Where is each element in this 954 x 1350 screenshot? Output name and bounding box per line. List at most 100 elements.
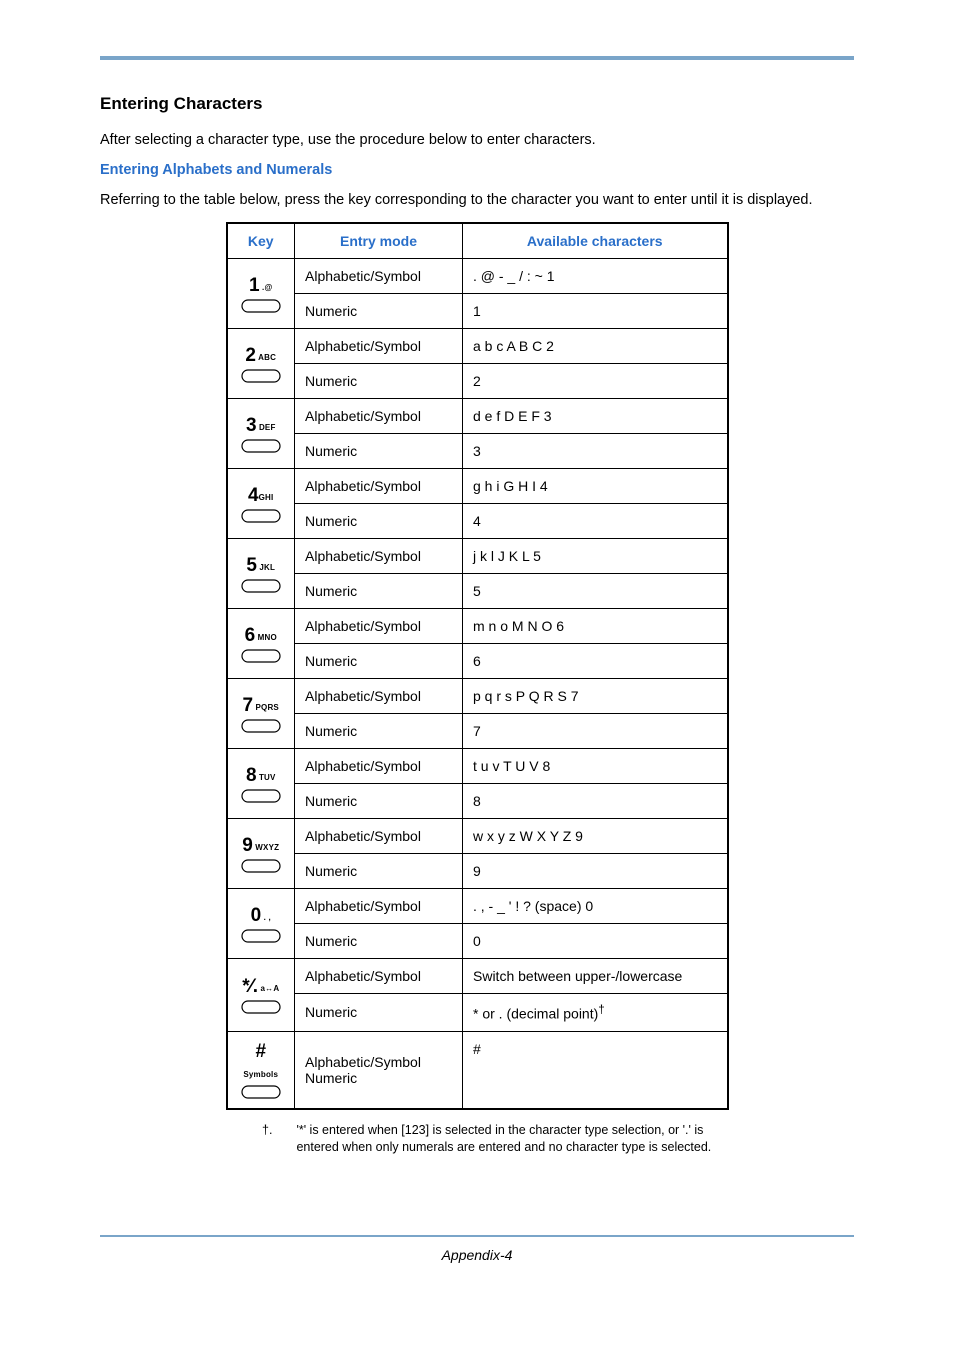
th-chars: Available characters bbox=[463, 223, 728, 259]
key-cell: 5 JKL bbox=[227, 539, 295, 609]
chars-cell: 9 bbox=[463, 854, 728, 889]
chars-cell: 6 bbox=[463, 644, 728, 679]
chars-cell: 1 bbox=[463, 294, 728, 329]
table-row: Numeric5 bbox=[227, 574, 728, 609]
mode-cell: Numeric bbox=[295, 434, 463, 469]
table-row: 0 . , Alphabetic/Symbol. , - _ ' ! ? (spa… bbox=[227, 889, 728, 924]
table-row: Numeric3 bbox=[227, 434, 728, 469]
key-label: 3 DEF bbox=[238, 415, 285, 437]
table-row: Numeric1 bbox=[227, 294, 728, 329]
table-row: # SymbolsAlphabetic/Symbol Numeric# bbox=[227, 1031, 728, 1109]
chars-cell: # bbox=[463, 1031, 728, 1109]
chars-cell: 7 bbox=[463, 714, 728, 749]
chars-cell: t u v T U V 8 bbox=[463, 749, 728, 784]
table-row: 1 .@ Alphabetic/Symbol. @ - _ / : ~ 1 bbox=[227, 259, 728, 294]
key-label: 5 JKL bbox=[238, 555, 285, 577]
table-row: 2 ABC Alphabetic/Symbola b c A B C 2 bbox=[227, 329, 728, 364]
table-row: Numeric0 bbox=[227, 924, 728, 959]
table-row: Numeric2 bbox=[227, 364, 728, 399]
mode-cell: Numeric bbox=[295, 504, 463, 539]
chars-cell: 3 bbox=[463, 434, 728, 469]
chars-cell: m n o M N O 6 bbox=[463, 609, 728, 644]
chars-cell: g h i G H I 4 bbox=[463, 469, 728, 504]
chars-cell: 0 bbox=[463, 924, 728, 959]
chars-cell: p q r s P Q R S 7 bbox=[463, 679, 728, 714]
mode-cell: Numeric bbox=[295, 644, 463, 679]
chars-cell: d e f D E F 3 bbox=[463, 399, 728, 434]
mode-cell: Alphabetic/Symbol bbox=[295, 539, 463, 574]
key-cell: 9 WXYZ bbox=[227, 819, 295, 889]
key-cell: 7 PQRS bbox=[227, 679, 295, 749]
table-row: Numeric7 bbox=[227, 714, 728, 749]
key-cell: # Symbols bbox=[227, 1031, 295, 1109]
th-key: Key bbox=[227, 223, 295, 259]
mode-cell: Alphabetic/Symbol bbox=[295, 329, 463, 364]
top-rule bbox=[100, 56, 854, 60]
mode-cell: Alphabetic/Symbol bbox=[295, 749, 463, 784]
mode-cell: Numeric bbox=[295, 574, 463, 609]
mode-cell: Alphabetic/Symbol Numeric bbox=[295, 1031, 463, 1109]
th-mode: Entry mode bbox=[295, 223, 463, 259]
mode-cell: Alphabetic/Symbol bbox=[295, 399, 463, 434]
mode-cell: Alphabetic/Symbol bbox=[295, 819, 463, 854]
key-cell: 2 ABC bbox=[227, 329, 295, 399]
key-label: 8 TUV bbox=[238, 765, 285, 787]
key-cell: 4GHI bbox=[227, 469, 295, 539]
mode-cell: Alphabetic/Symbol bbox=[295, 889, 463, 924]
key-cell: 1 .@ bbox=[227, 259, 295, 329]
character-entry-table: Key Entry mode Available characters 1 .@… bbox=[226, 222, 729, 1110]
page-title: Entering Characters bbox=[100, 94, 854, 114]
table-row: 3 DEF Alphabetic/Symbold e f D E F 3 bbox=[227, 399, 728, 434]
table-row: Numeric6 bbox=[227, 644, 728, 679]
key-label: 6 MNO bbox=[238, 625, 285, 647]
key-label: # Symbols bbox=[238, 1041, 285, 1083]
chars-cell: j k l J K L 5 bbox=[463, 539, 728, 574]
chars-cell: 8 bbox=[463, 784, 728, 819]
chars-cell: 4 bbox=[463, 504, 728, 539]
table-row: Numeric4 bbox=[227, 504, 728, 539]
chars-cell: * or . (decimal point)† bbox=[463, 994, 728, 1032]
chars-cell: Switch between upper-/lowercase bbox=[463, 959, 728, 994]
key-label: 9 WXYZ bbox=[238, 835, 285, 857]
chars-cell: . , - _ ' ! ? (space) 0 bbox=[463, 889, 728, 924]
table-row: 6 MNO Alphabetic/Symbolm n o M N O 6 bbox=[227, 609, 728, 644]
key-cell: 0 . , bbox=[227, 889, 295, 959]
key-label: 1 .@ bbox=[238, 275, 285, 297]
bottom-rule bbox=[100, 1235, 854, 1237]
mode-cell: Alphabetic/Symbol bbox=[295, 259, 463, 294]
table-row: Numeric* or . (decimal point)† bbox=[227, 994, 728, 1032]
chars-cell: w x y z W X Y Z 9 bbox=[463, 819, 728, 854]
table-row: Numeric9 bbox=[227, 854, 728, 889]
mode-cell: Numeric bbox=[295, 994, 463, 1032]
footnote-text: '*' is entered when [123] is selected in… bbox=[296, 1122, 732, 1156]
chars-cell: 2 bbox=[463, 364, 728, 399]
chars-cell: . @ - _ / : ~ 1 bbox=[463, 259, 728, 294]
key-label: 7 PQRS bbox=[238, 695, 285, 717]
chars-cell: 5 bbox=[463, 574, 728, 609]
mode-cell: Alphabetic/Symbol bbox=[295, 679, 463, 714]
key-label: *⁄. a↔A bbox=[238, 976, 285, 998]
table-row: 5 JKL Alphabetic/Symbolj k l J K L 5 bbox=[227, 539, 728, 574]
mode-cell: Numeric bbox=[295, 364, 463, 399]
mode-cell: Numeric bbox=[295, 784, 463, 819]
table-row: Numeric8 bbox=[227, 784, 728, 819]
lead-text: Referring to the table below, press the … bbox=[100, 192, 854, 208]
key-cell: *⁄. a↔A bbox=[227, 959, 295, 1032]
mode-cell: Alphabetic/Symbol bbox=[295, 609, 463, 644]
mode-cell: Alphabetic/Symbol bbox=[295, 469, 463, 504]
table-row: 9 WXYZ Alphabetic/Symbolw x y z W X Y Z 9 bbox=[227, 819, 728, 854]
key-label: 0 . , bbox=[238, 905, 285, 927]
subheading: Entering Alphabets and Numerals bbox=[100, 162, 854, 178]
table-row: 4GHIAlphabetic/Symbolg h i G H I 4 bbox=[227, 469, 728, 504]
key-cell: 6 MNO bbox=[227, 609, 295, 679]
mode-cell: Numeric bbox=[295, 714, 463, 749]
table-row: 8 TUV Alphabetic/Symbolt u v T U V 8 bbox=[227, 749, 728, 784]
key-cell: 8 TUV bbox=[227, 749, 295, 819]
footnote: †. '*' is entered when [123] is selected… bbox=[262, 1122, 732, 1156]
chars-cell: a b c A B C 2 bbox=[463, 329, 728, 364]
footnote-dagger: †. bbox=[262, 1122, 272, 1156]
mode-cell: Numeric bbox=[295, 294, 463, 329]
key-cell: 3 DEF bbox=[227, 399, 295, 469]
key-label: 2 ABC bbox=[238, 345, 285, 367]
mode-cell: Numeric bbox=[295, 924, 463, 959]
